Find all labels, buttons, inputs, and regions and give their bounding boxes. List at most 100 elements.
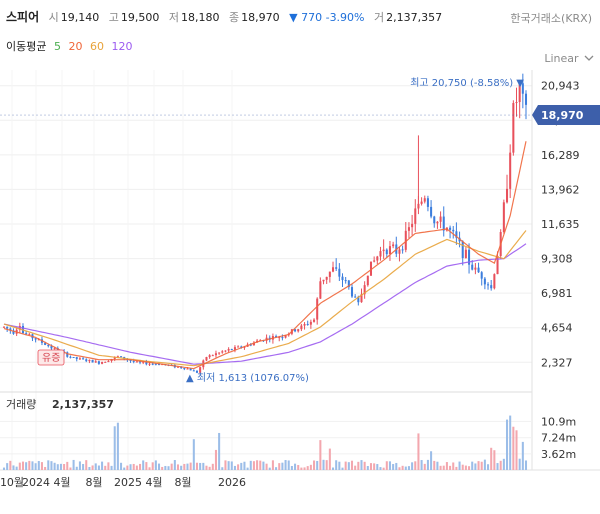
candle-body: [518, 83, 521, 103]
volume-bar: [439, 465, 442, 470]
candle-body: [211, 355, 214, 357]
candle-body: [401, 249, 404, 251]
open-value: 19,140: [60, 11, 100, 24]
volume-bar: [502, 458, 505, 470]
volume-bar: [278, 463, 281, 470]
ma-60[interactable]: 60: [89, 40, 104, 53]
volume-bar: [78, 461, 81, 470]
candle-body: [502, 202, 505, 233]
candle-body: [85, 359, 88, 362]
volume-tick-label: 7.24m: [541, 432, 576, 445]
volume-bar: [252, 461, 255, 470]
volume-bar: [445, 462, 448, 470]
current-price-label: 18,970: [541, 109, 584, 122]
volume-bar: [509, 415, 512, 470]
ma-120[interactable]: 120: [111, 40, 133, 53]
candle-body: [487, 284, 490, 286]
volume-bar: [515, 430, 518, 470]
volume-bar: [297, 465, 300, 470]
ma-label: 이동평균: [6, 40, 47, 53]
volume-bar: [471, 461, 474, 470]
candle-body: [192, 370, 195, 372]
candle-body: [436, 221, 439, 224]
volume-bar: [145, 462, 148, 470]
moving-average-legend: 이동평균 5 20 60 120: [6, 38, 136, 54]
volume-bar: [69, 467, 72, 470]
volume-bar: [300, 467, 303, 470]
candle-body: [366, 275, 369, 286]
scale-toggle-button[interactable]: Linear: [544, 52, 594, 65]
volume-bar: [40, 462, 43, 470]
volume-bar: [499, 460, 502, 470]
candle-body: [275, 336, 278, 338]
candle-body: [233, 347, 236, 350]
x-tick-label: 2025: [114, 476, 142, 489]
candle-body: [53, 348, 56, 350]
volume-bar: [414, 461, 417, 470]
candle-body: [9, 328, 12, 331]
candle-body: [6, 326, 9, 329]
candle-body: [493, 274, 496, 289]
volume-bar: [237, 464, 240, 470]
volume-bar: [449, 465, 452, 470]
volume-bar: [116, 422, 119, 470]
volume-bar: [325, 460, 328, 470]
volume-bar: [335, 460, 338, 470]
ma-5[interactable]: 5: [53, 40, 61, 53]
candle-body: [398, 249, 401, 254]
volume-bar: [63, 463, 66, 470]
volume-bar: [385, 461, 388, 470]
volume-bar: [284, 460, 287, 470]
candle-body: [214, 353, 217, 356]
volume-bar: [97, 465, 100, 470]
candle-body: [350, 287, 354, 297]
volume-bar: [192, 439, 195, 470]
volume-bar: [379, 467, 382, 470]
current-price-tag: [532, 105, 600, 126]
candle-body: [97, 361, 100, 364]
volume-bar: [126, 465, 129, 470]
candle-body: [69, 356, 72, 358]
x-tick-label: 2026: [218, 476, 246, 489]
volume-bar: [91, 465, 94, 470]
ma120-line: [3, 243, 527, 365]
volume-bar: [433, 460, 436, 470]
volume-bar: [12, 465, 15, 470]
volume-bar: [34, 463, 37, 470]
change-value: 770: [301, 11, 323, 24]
candle-body: [34, 338, 37, 340]
volume-bar: [56, 464, 59, 470]
candle-body: [249, 344, 252, 346]
candle-body: [306, 324, 309, 326]
candle-body: [303, 324, 306, 326]
candle-body: [107, 360, 110, 362]
candle-body: [148, 363, 151, 365]
candle-body: [237, 346, 240, 348]
candle-body: [208, 355, 211, 358]
volume-bar: [157, 463, 161, 470]
volume-bar: [420, 460, 423, 470]
volume-bar: [306, 466, 309, 470]
candle-body: [230, 349, 233, 351]
volume-bar: [477, 461, 480, 470]
volume-bar: [151, 462, 154, 470]
low-annotation: ▲ 최저 1,613 (1076.07%): [186, 372, 309, 384]
volume-bar: [173, 460, 176, 470]
volume-bar: [395, 462, 398, 470]
x-tick-label: 4월: [53, 476, 70, 489]
volume-bar: [139, 463, 142, 470]
y-tick-label: 16,289: [541, 149, 580, 162]
volume-bar: [218, 432, 221, 470]
candle-body: [328, 271, 331, 277]
volume-bar: [195, 462, 199, 470]
candle-body: [50, 346, 53, 349]
candle-body: [322, 279, 325, 282]
change-arrow-icon: ▼: [289, 11, 298, 24]
badge-label: 유증: [42, 352, 60, 364]
ma-20[interactable]: 20: [68, 40, 83, 53]
volume-bar: [107, 462, 110, 470]
volume-bar: [246, 467, 249, 470]
volume-bar: [135, 465, 138, 470]
candle-body: [37, 339, 40, 341]
